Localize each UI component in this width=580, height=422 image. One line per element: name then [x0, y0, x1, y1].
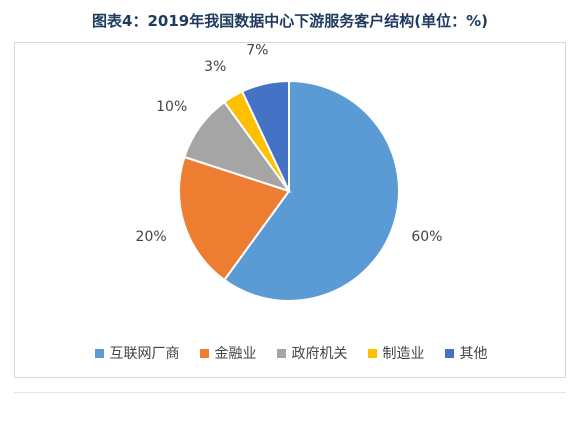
- pie-slice-1: [222, 79, 400, 302]
- legend-item-3: 政府机关: [276, 343, 348, 363]
- legend-item-4: 制造业: [367, 343, 425, 363]
- legend-label: 政府机关: [291, 346, 348, 362]
- data-label-5: 7%: [246, 43, 268, 58]
- legend-label: 制造业: [382, 346, 425, 362]
- legend-swatch: [367, 348, 377, 358]
- legend-item-5: 其他: [444, 343, 488, 363]
- data-label-3: 10%: [156, 99, 187, 115]
- legend-swatch: [199, 348, 209, 358]
- legend-label: 互联网厂商: [109, 346, 180, 362]
- divider: [14, 392, 566, 393]
- pie-chart: 60% 20% 10% 3% 7%: [136, 43, 442, 302]
- legend-swatch: [94, 348, 104, 358]
- legend-item-1: 互联网厂商: [94, 343, 180, 363]
- data-label-4: 3%: [204, 59, 226, 75]
- data-label-2: 20%: [136, 229, 167, 245]
- legend-swatch: [276, 348, 286, 358]
- pie-slice-2: [178, 155, 291, 282]
- legend-label: 金融业: [214, 346, 257, 362]
- chart-area: 60% 20% 10% 3% 7% 互联网厂商 金融业 政府机关 制造业 其他: [14, 42, 566, 378]
- legend: 互联网厂商 金融业 政府机关 制造业 其他: [15, 343, 567, 363]
- legend-swatch: [444, 348, 454, 358]
- legend-label: 其他: [459, 346, 488, 362]
- pie-slice-5: [240, 79, 290, 192]
- chart-title: 图表4：2019年我国数据中心下游服务客户结构(单位：%): [92, 12, 488, 30]
- legend-item-2: 金融业: [199, 343, 257, 363]
- data-label-1: 60%: [411, 229, 442, 245]
